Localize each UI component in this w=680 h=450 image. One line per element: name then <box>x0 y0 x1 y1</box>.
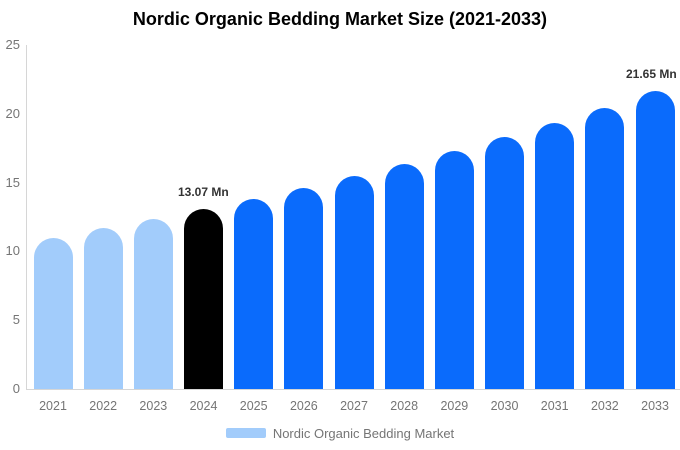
x-tick-label-2025: 2025 <box>239 399 268 413</box>
legend-item[interactable]: Nordic Organic Bedding Market <box>0 424 680 442</box>
bar-2027[interactable] <box>334 176 374 389</box>
bar-2021[interactable] <box>33 237 73 389</box>
legend-swatch <box>225 428 266 438</box>
chart-title: Nordic Organic Bedding Market Size (2021… <box>132 9 548 29</box>
y-tick-label-25: 25 <box>5 37 20 52</box>
bar-2023[interactable] <box>133 219 173 389</box>
bar-2029[interactable] <box>434 151 474 389</box>
y-tick-label-15: 15 <box>5 174 20 190</box>
bar-2030[interactable] <box>485 137 525 389</box>
x-tick-label-2028: 2028 <box>390 399 419 413</box>
x-tick-label-2031: 2031 <box>540 399 569 413</box>
x-tick-label-2029: 2029 <box>440 399 469 413</box>
y-tick-label-0: 0 <box>12 381 20 396</box>
x-tick-label-2022: 2022 <box>89 399 118 413</box>
data-label-2033: 21.65 Mn <box>626 67 677 82</box>
bar-2032[interactable] <box>585 107 625 389</box>
bar-2028[interactable] <box>384 164 424 389</box>
x-tick-label-2024: 2024 <box>189 399 218 413</box>
bar-2031[interactable] <box>535 122 575 389</box>
bar-2033[interactable] <box>635 91 675 389</box>
bar-2024[interactable] <box>184 209 223 389</box>
x-tick-label-2023: 2023 <box>139 399 168 413</box>
bar-2022[interactable] <box>83 228 123 389</box>
data-label-2024: 13.07 Mn <box>178 185 229 200</box>
legend-label: Nordic Organic Bedding Market <box>272 425 455 441</box>
bar-2025[interactable] <box>234 199 274 389</box>
plot-area: 2021 2022 2023 2024 2025 2026 2027 2028 2029 2030… <box>25 45 680 413</box>
y-axis-line <box>25 45 27 390</box>
x-tick-label-2032: 2032 <box>590 399 619 413</box>
x-axis-line <box>25 389 680 390</box>
x-tick-label-2033: 2033 <box>641 399 669 413</box>
y-tick-label-20: 20 <box>5 105 20 121</box>
bar-2026[interactable] <box>284 188 324 389</box>
x-tick-label-2026: 2026 <box>289 399 318 413</box>
y-tick-label-5: 5 <box>12 312 20 328</box>
x-tick-label-2030: 2030 <box>490 399 519 413</box>
x-tick-label-2021: 2021 <box>39 399 67 413</box>
y-tick-label-10: 10 <box>5 243 20 259</box>
x-tick-label-2027: 2027 <box>340 399 368 413</box>
